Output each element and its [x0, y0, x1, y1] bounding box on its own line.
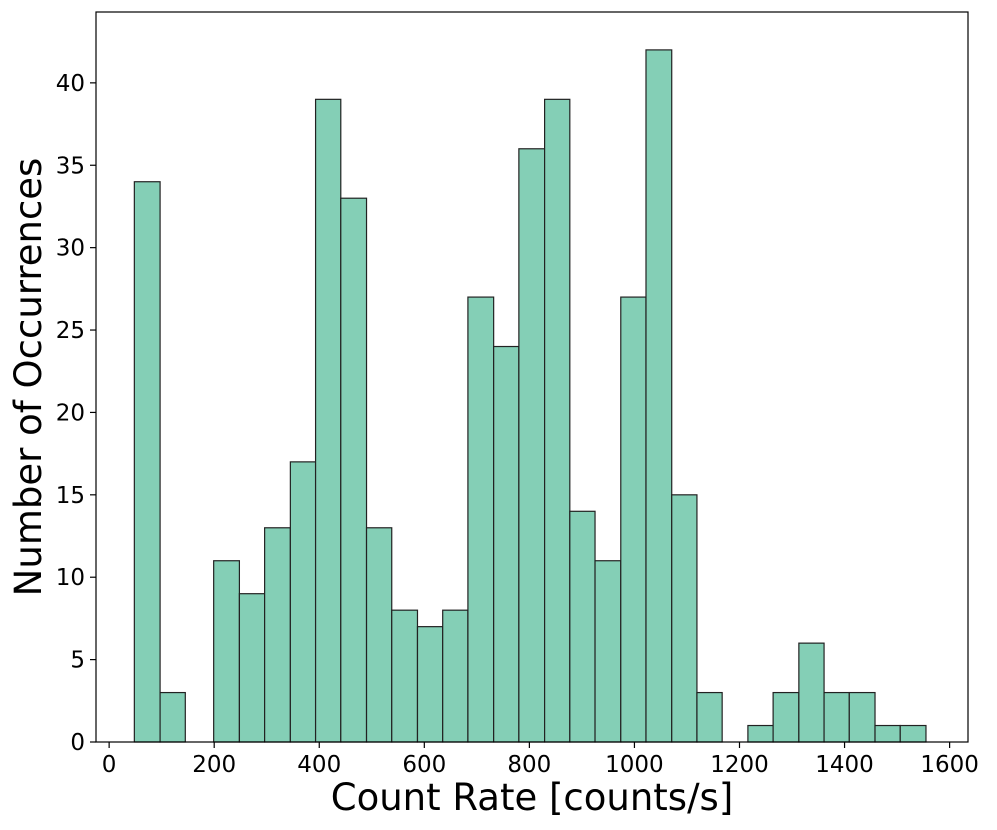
y-tick-label-3: 15 [56, 483, 85, 509]
histogram-bar-28 [899, 724, 927, 743]
histogram-bar-3 [238, 593, 266, 743]
histogram-bar-23 [772, 691, 800, 743]
y-tick-label-6: 30 [56, 236, 85, 262]
histogram-bar-5 [289, 461, 317, 743]
histogram-bar-20 [671, 494, 698, 743]
histogram-bar-9 [391, 609, 419, 743]
histogram-bar-6 [314, 98, 342, 743]
histogram-bar-21 [696, 691, 723, 743]
histogram-bar-15 [544, 98, 571, 743]
y-axis-label: Number of Occurrences [7, 158, 50, 597]
histogram-bar-12 [467, 296, 495, 743]
histogram-bar-13 [493, 345, 520, 743]
histogram-bar-25 [823, 691, 850, 743]
histogram-bar-7 [340, 197, 368, 743]
y-axis-ticks: 0 5 10 15 20 25 30 35 40 [56, 71, 96, 756]
y-tick-label-5: 25 [56, 318, 85, 344]
y-tick-label-1: 5 [70, 648, 85, 674]
y-tick-label-2: 10 [56, 565, 85, 591]
histogram-bar-22 [747, 724, 774, 743]
histogram-bar-27 [874, 724, 901, 743]
y-tick-label-4: 20 [56, 400, 85, 426]
bars-group [133, 49, 927, 743]
histogram-bar-18 [620, 296, 647, 743]
x-tick-label-0: 0 [102, 752, 117, 778]
y-tick-label-8: 40 [56, 71, 85, 97]
x-tick-label-7: 1400 [815, 752, 874, 778]
histogram-bar-10 [416, 626, 444, 743]
histogram-bar-16 [569, 510, 596, 743]
histogram-bar-4 [264, 527, 291, 743]
histogram-bar-24 [798, 642, 825, 743]
histogram-bar-2 [213, 560, 241, 743]
x-axis-ticks: 0 200 400 600 800 1000 1200 1400 1600 [102, 742, 979, 778]
x-axis-label: Count Rate [counts/s] [331, 776, 734, 819]
histogram-bar-1 [159, 691, 186, 743]
x-tick-label-5: 1000 [605, 752, 664, 778]
x-tick-label-2: 400 [297, 752, 341, 778]
y-tick-label-7: 35 [56, 153, 85, 179]
plot-frame [95, 11, 969, 743]
y-tick-label-0: 0 [70, 730, 85, 756]
histogram-bar-17 [594, 560, 622, 743]
x-tick-label-6: 1200 [710, 752, 769, 778]
histogram-bar-19 [645, 49, 673, 743]
histogram-bar-11 [442, 609, 469, 743]
histogram-bar-14 [518, 148, 546, 743]
histogram-bar-0 [133, 181, 161, 743]
x-tick-label-1: 200 [192, 752, 236, 778]
x-tick-label-8: 1600 [920, 752, 979, 778]
histogram-bar-26 [848, 691, 876, 743]
x-tick-label-4: 800 [507, 752, 551, 778]
histogram-bar-8 [365, 527, 393, 743]
x-tick-label-3: 600 [402, 752, 446, 778]
